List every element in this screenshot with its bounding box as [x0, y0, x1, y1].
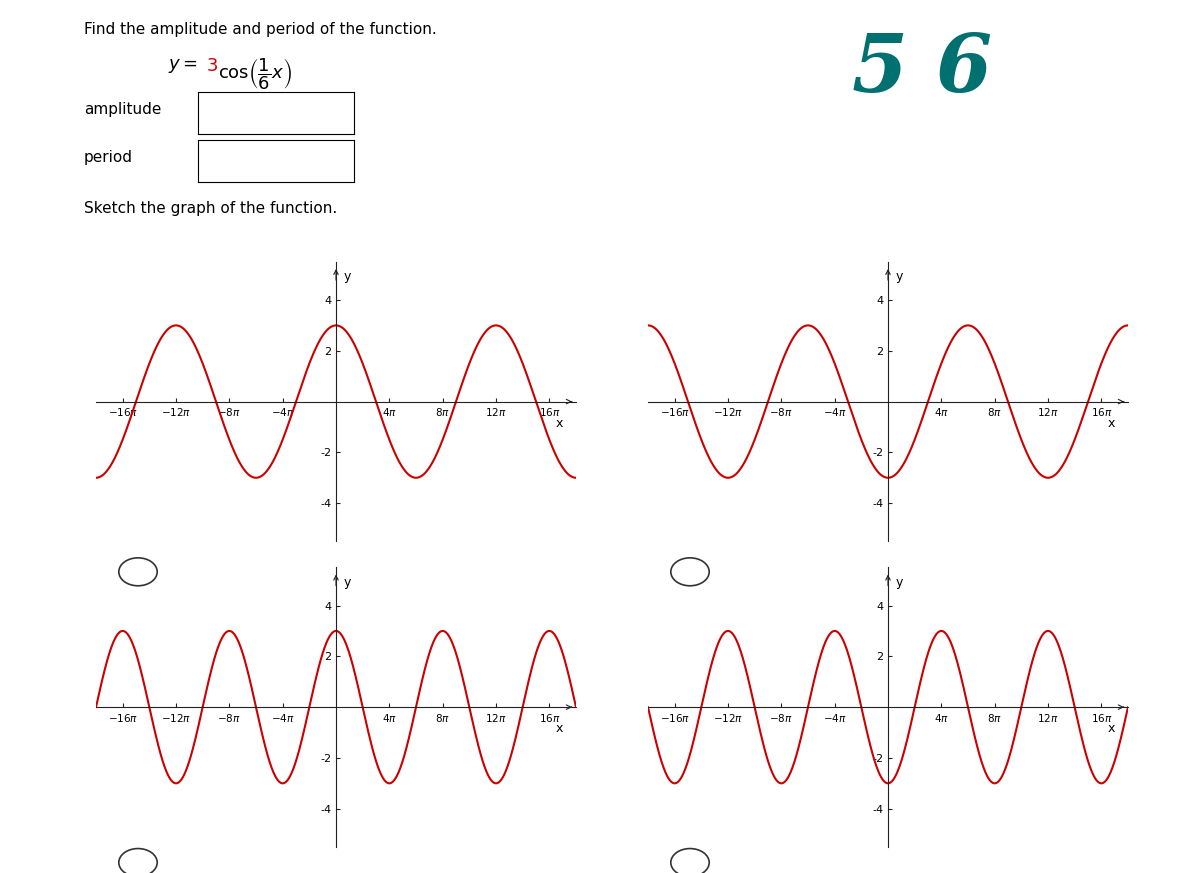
Text: 5 6: 5 6 — [852, 31, 992, 108]
Text: y: y — [896, 271, 904, 283]
Text: $y = $: $y = $ — [168, 57, 198, 75]
Text: x: x — [556, 416, 563, 430]
Text: period: period — [84, 149, 133, 165]
Text: Sketch the graph of the function.: Sketch the graph of the function. — [84, 201, 337, 216]
Text: x: x — [1108, 722, 1115, 735]
Text: y: y — [344, 576, 352, 588]
Text: $3$: $3$ — [206, 57, 218, 75]
Text: x: x — [1108, 416, 1115, 430]
Text: y: y — [896, 576, 904, 588]
Text: Find the amplitude and period of the function.: Find the amplitude and period of the fun… — [84, 22, 437, 37]
Text: $\cos\!\left(\dfrac{1}{6}x\right)$: $\cos\!\left(\dfrac{1}{6}x\right)$ — [218, 57, 293, 93]
Text: x: x — [556, 722, 563, 735]
Text: y: y — [344, 271, 352, 283]
Text: amplitude: amplitude — [84, 101, 161, 117]
